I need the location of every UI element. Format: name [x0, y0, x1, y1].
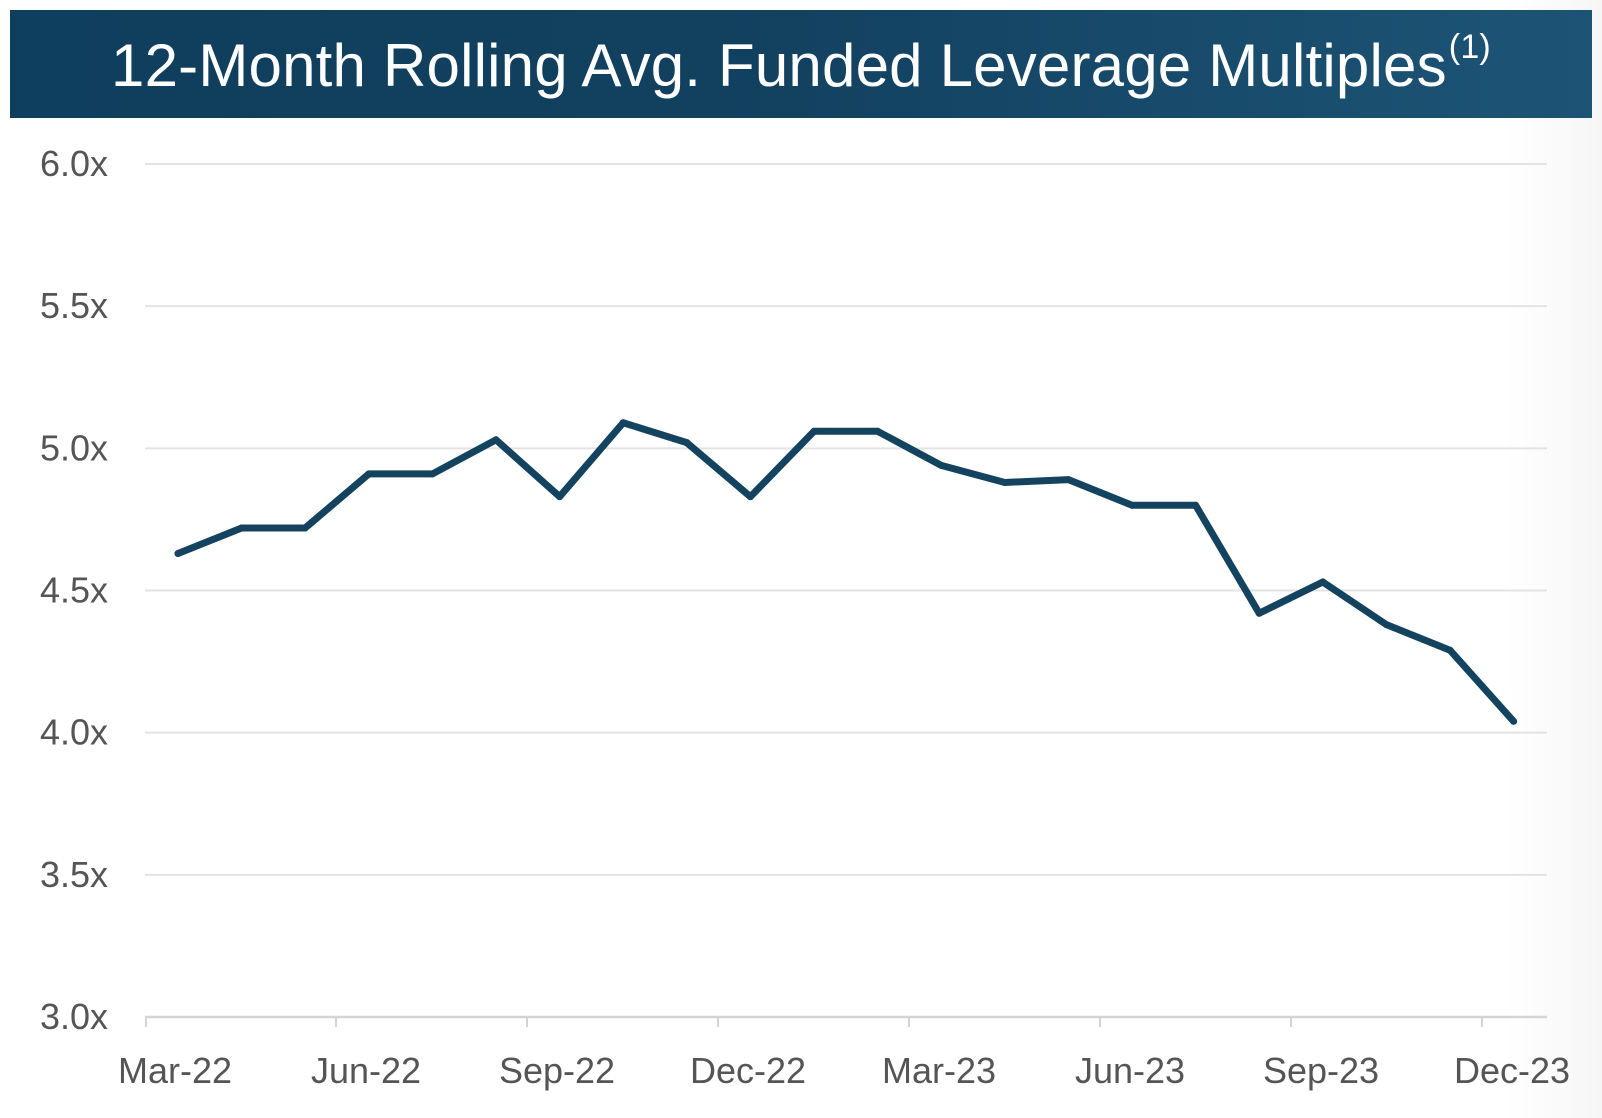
data-point — [1255, 609, 1263, 617]
y-tick-label: 5.5x — [40, 285, 108, 326]
x-tick-label: Jun-23 — [1075, 1050, 1185, 1091]
data-point — [1319, 578, 1327, 586]
series-line — [174, 419, 1518, 725]
title-footnote: (1) — [1448, 28, 1491, 66]
data-point — [301, 524, 309, 532]
x-tick-label: Dec-23 — [1454, 1050, 1570, 1091]
data-point — [492, 436, 500, 444]
chart-title-text: 12-Month Rolling Avg. Funded Leverage Mu… — [111, 32, 1447, 99]
data-point — [365, 470, 373, 478]
y-tick-label: 6.0x — [40, 143, 108, 184]
y-tick-label: 3.5x — [40, 854, 108, 895]
data-point — [683, 439, 691, 447]
x-tick-label: Dec-22 — [690, 1050, 806, 1091]
y-tick-label: 4.0x — [40, 712, 108, 753]
data-point — [1510, 717, 1518, 725]
title-banner: 12-Month Rolling Avg. Funded Leverage Mu… — [10, 10, 1592, 118]
data-point — [937, 461, 945, 469]
data-point — [174, 550, 182, 558]
data-point — [1446, 646, 1454, 654]
x-tick-label: Sep-23 — [1263, 1050, 1379, 1091]
data-point — [1064, 476, 1072, 484]
y-tick-label: 4.5x — [40, 570, 108, 611]
y-tick-label: 3.0x — [40, 996, 108, 1037]
x-tick-label: Mar-22 — [118, 1050, 232, 1091]
data-point — [1192, 501, 1200, 509]
data-point — [874, 427, 882, 435]
data-point — [428, 470, 436, 478]
y-tick-label: 5.0x — [40, 427, 108, 468]
data-point — [746, 493, 754, 501]
data-point — [1001, 478, 1009, 486]
data-point — [810, 427, 818, 435]
y-axis: 6.0x 5.5x 5.0x 4.5x 4.0x 3.5x 3.0x — [40, 143, 108, 1037]
data-point — [556, 493, 564, 501]
data-point — [1128, 501, 1136, 509]
x-tick-label: Sep-22 — [499, 1050, 615, 1091]
x-tick-label: Mar-23 — [882, 1050, 996, 1091]
data-point — [1382, 621, 1390, 629]
chart-title: 12-Month Rolling Avg. Funded Leverage Mu… — [111, 28, 1491, 100]
x-axis: Mar-22 Jun-22 Sep-22 Dec-22 Mar-23 Jun-23 Sep-… — [118, 1017, 1570, 1091]
data-point — [619, 419, 627, 427]
x-tick-label: Jun-22 — [311, 1050, 421, 1091]
data-point — [238, 524, 246, 532]
series-layer — [174, 419, 1518, 725]
